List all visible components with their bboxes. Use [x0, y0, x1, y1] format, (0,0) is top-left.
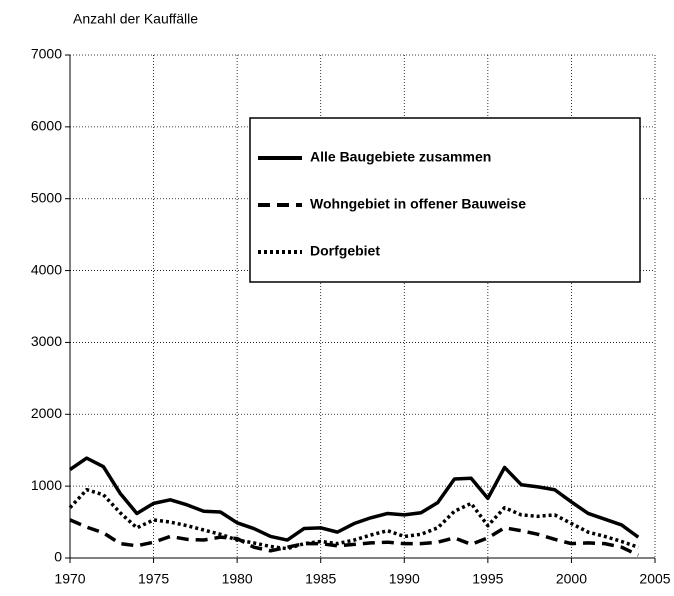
- x-tick-label: 1995: [472, 571, 503, 587]
- y-tick-label: 4000: [31, 261, 62, 277]
- y-tick-label: 2000: [31, 405, 62, 421]
- series-line: [69, 456, 640, 542]
- legend-label: Wohngebiet in offener Bauweise: [310, 196, 526, 212]
- x-tick-label: 1980: [222, 571, 253, 587]
- x-tick-label: 2000: [556, 571, 587, 587]
- legend-label: Alle Baugebiete zusammen: [310, 149, 491, 165]
- x-tick-label: 2005: [639, 571, 670, 587]
- y-tick-label: 0: [54, 549, 62, 565]
- y-tick-label: 1000: [31, 477, 62, 493]
- x-tick-label: 1985: [305, 571, 336, 587]
- x-tick-label: 1990: [389, 571, 420, 587]
- y-tick-label: 5000: [31, 189, 62, 205]
- series-line: [69, 518, 640, 557]
- legend-box: [249, 117, 641, 283]
- y-tick-label: 3000: [31, 333, 62, 349]
- y-tick-label: 6000: [31, 118, 62, 134]
- series-line: [68, 487, 639, 551]
- legend: Alle Baugebiete zusammen Wohngebiet in of…: [249, 117, 641, 283]
- y-tick-label: 7000: [31, 46, 62, 62]
- y-axis-title: Anzahl der Kauffälle: [73, 11, 198, 27]
- x-tick-label: 1975: [138, 571, 169, 587]
- x-tick-label: 1970: [54, 571, 85, 587]
- legend-label: Dorfgebiet: [310, 243, 380, 259]
